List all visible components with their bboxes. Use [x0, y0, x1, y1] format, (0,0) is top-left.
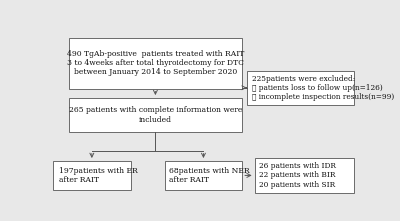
- FancyBboxPatch shape: [255, 158, 354, 193]
- FancyBboxPatch shape: [165, 161, 242, 190]
- Text: 68patients with NER
after RAIT: 68patients with NER after RAIT: [169, 167, 250, 184]
- FancyBboxPatch shape: [247, 71, 354, 105]
- Text: 265 patients with complete information were
included: 265 patients with complete information w…: [69, 106, 242, 124]
- FancyBboxPatch shape: [69, 38, 242, 89]
- Text: 225patients were excluded:
① patients loss to follow up(n=126)
② incomplete insp: 225patients were excluded: ① patients lo…: [252, 74, 394, 101]
- FancyBboxPatch shape: [69, 98, 242, 132]
- FancyBboxPatch shape: [53, 161, 131, 190]
- Text: 26 patients with IDR
22 patients with BIR
20 patients with SIR: 26 patients with IDR 22 patients with BI…: [259, 162, 336, 189]
- Text: 197patients with ER
after RAIT: 197patients with ER after RAIT: [59, 167, 138, 184]
- Text: 490 TgAb-positive  patients treated with RAIT
3 to 4weeks after total thyroidect: 490 TgAb-positive patients treated with …: [67, 50, 244, 76]
